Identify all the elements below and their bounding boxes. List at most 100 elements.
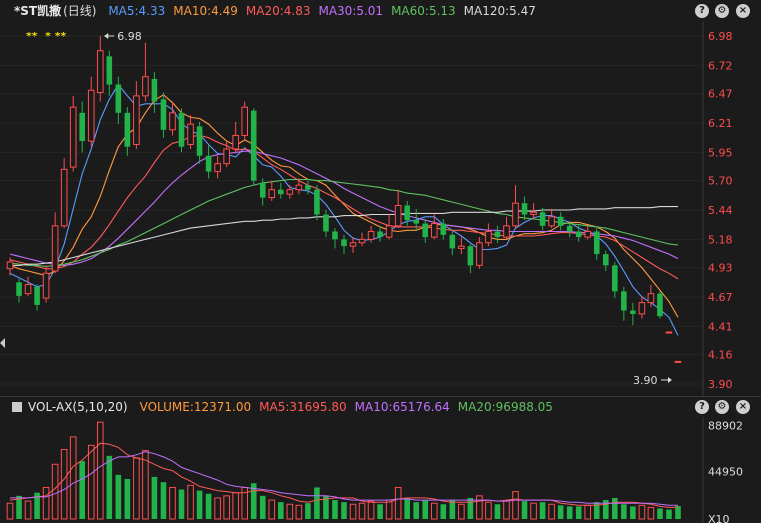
candle-body xyxy=(647,293,655,304)
candle-body xyxy=(621,291,627,311)
candle-body xyxy=(142,76,149,97)
candle xyxy=(494,225,501,243)
candle xyxy=(60,158,68,229)
candle xyxy=(647,284,655,308)
candle-body xyxy=(430,223,438,238)
candle-body xyxy=(60,168,68,227)
candle xyxy=(142,42,149,102)
volume-bar xyxy=(539,502,546,519)
min-price-annotation: 3.90 xyxy=(633,374,672,387)
candle-body xyxy=(575,231,582,238)
price-y-tick: 4.41 xyxy=(708,320,733,333)
candle xyxy=(584,225,592,240)
candle xyxy=(512,185,519,229)
volume-bar xyxy=(638,504,646,520)
volume-bar xyxy=(115,474,122,519)
candle xyxy=(278,182,284,199)
candle xyxy=(377,225,383,242)
candle xyxy=(674,360,682,363)
settings-icon[interactable]: ⚙ xyxy=(715,4,729,18)
volume-bar xyxy=(87,444,95,520)
candle-body xyxy=(476,242,483,266)
volume-bar xyxy=(467,497,474,519)
help-icon[interactable]: ? xyxy=(695,400,709,414)
volume-panel: VOL-AX(5,10,20) VOLUME:12371.00 MA5:31695.… xyxy=(0,397,761,523)
volume-bar xyxy=(358,502,366,520)
volume-bar xyxy=(584,504,592,520)
candle-body xyxy=(657,293,663,317)
candle xyxy=(367,225,375,243)
candle xyxy=(358,232,366,247)
candle-body xyxy=(51,225,59,272)
volume-bar xyxy=(503,500,510,520)
candle-body xyxy=(69,106,77,168)
volume-legend-item: MA20:96988.05 xyxy=(457,400,553,414)
volume-bar xyxy=(566,506,573,519)
candle-body xyxy=(232,134,239,150)
candle xyxy=(205,144,212,179)
volume-bar xyxy=(268,499,276,520)
candle xyxy=(259,178,266,206)
candle xyxy=(214,155,221,179)
candle-body xyxy=(593,231,600,255)
close-icon[interactable]: × xyxy=(736,4,750,18)
candle-body xyxy=(169,112,176,131)
price-chart: 6.98 6.72 6.47 6.21 5.95 5.70 5.44 5.18 4.93 4.67… xyxy=(0,22,733,396)
panel-divider[interactable] xyxy=(0,396,761,397)
candle-body xyxy=(24,284,32,295)
volume-bar xyxy=(278,502,284,519)
candle xyxy=(133,81,140,149)
volume-chart: 88902 44950 X10 xyxy=(6,417,743,523)
candle xyxy=(630,302,636,326)
candle-body xyxy=(674,360,682,363)
volume-bar xyxy=(169,486,176,520)
close-icon[interactable]: × xyxy=(736,400,750,414)
candle xyxy=(422,219,429,243)
settings-icon[interactable]: ⚙ xyxy=(715,400,729,414)
candle xyxy=(16,278,22,303)
candle xyxy=(575,225,582,242)
candle-body xyxy=(178,112,185,147)
candle xyxy=(34,284,40,311)
volume-bar xyxy=(422,500,429,519)
candle xyxy=(602,250,609,272)
volume-bar xyxy=(494,504,501,519)
candle-body xyxy=(548,216,555,227)
volume-bar xyxy=(232,492,239,520)
volume-bar xyxy=(612,497,618,519)
help-icon[interactable]: ? xyxy=(695,4,709,18)
candle-body xyxy=(503,225,510,238)
candle-body xyxy=(539,212,546,226)
volume-bar xyxy=(593,502,600,519)
collapse-left-icon[interactable] xyxy=(0,338,5,348)
volume-panel-header: VOL-AX(5,10,20) VOLUME:12371.00 MA5:31695.… xyxy=(0,397,761,417)
volume-bar xyxy=(151,476,158,519)
candle-body xyxy=(214,163,221,173)
candle xyxy=(612,261,618,299)
candle-body xyxy=(196,126,203,156)
volume-indicator-name: VOL-AX(5,10,20) xyxy=(28,400,128,414)
volume-bar xyxy=(24,500,32,520)
candle xyxy=(6,257,14,276)
candle xyxy=(449,230,456,256)
volume-legend-item: MA10:65176.64 xyxy=(354,400,450,414)
candle xyxy=(295,178,303,195)
volume-ma-line-ma5 xyxy=(9,442,678,508)
price-y-tick: 4.93 xyxy=(708,262,733,275)
ma-legend-item: MA5:4.33 xyxy=(108,4,166,18)
candle-body xyxy=(16,282,22,296)
candle-body xyxy=(124,112,131,147)
volume-bar xyxy=(205,493,212,519)
candle-body xyxy=(187,123,194,145)
volume-bar xyxy=(259,495,266,519)
candle-body xyxy=(160,99,167,130)
candle xyxy=(187,115,194,149)
volume-bar xyxy=(385,499,393,520)
candle-body xyxy=(241,106,249,136)
ma-legend-item: MA120:5.47 xyxy=(463,4,536,18)
candle xyxy=(593,228,600,260)
candle-body xyxy=(630,310,636,314)
price-y-tick: 3.90 xyxy=(708,378,733,391)
volume-bar xyxy=(160,482,167,519)
volume-bar xyxy=(675,505,681,519)
